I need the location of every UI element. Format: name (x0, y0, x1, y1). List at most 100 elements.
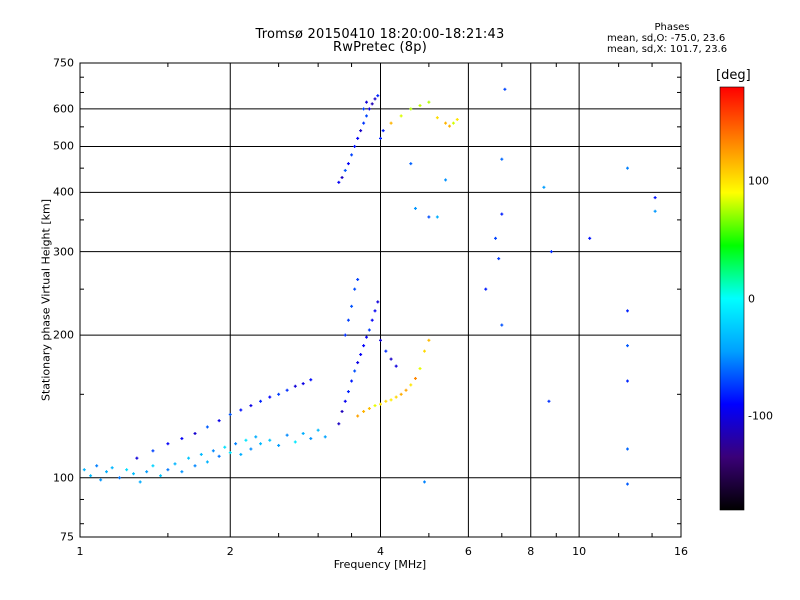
data-point (228, 412, 232, 416)
data-point (199, 452, 203, 456)
data-point (205, 425, 209, 429)
data-point (285, 388, 289, 392)
data-point (409, 107, 413, 111)
data-point (350, 304, 354, 308)
data-point (337, 422, 341, 426)
data-point (549, 250, 553, 254)
data-point (547, 399, 551, 403)
data-point (259, 442, 263, 446)
y-axis-label: Stationary phase Virtual Height [km] (39, 198, 53, 402)
data-point (435, 116, 439, 120)
data-point (159, 474, 163, 478)
data-point (104, 470, 108, 474)
data-point (293, 440, 297, 444)
data-point (254, 435, 258, 439)
data-point (340, 176, 344, 180)
data-point (234, 442, 238, 446)
data-point (217, 454, 221, 458)
data-point (268, 438, 272, 442)
data-point (418, 367, 422, 371)
data-point (376, 94, 380, 98)
data-point (448, 124, 452, 128)
data-point (268, 395, 272, 399)
data-point (409, 383, 413, 387)
data-point (193, 464, 197, 468)
data-point (244, 438, 248, 442)
data-point (365, 114, 369, 118)
data-point (187, 456, 191, 460)
colorbar-tick-label: 0 (748, 292, 755, 305)
data-point (653, 209, 657, 213)
data-point (362, 121, 366, 125)
data-point (444, 178, 448, 182)
x-axis-label: Frequency [MHz] (333, 558, 427, 571)
data-point (625, 309, 629, 313)
data-point (625, 447, 629, 451)
data-point (277, 443, 281, 447)
data-point (413, 206, 417, 210)
data-point (346, 318, 350, 322)
data-point (389, 398, 393, 402)
data-point (151, 449, 155, 453)
data-point (653, 196, 657, 200)
data-point (166, 442, 170, 446)
phases-x-stats: mean, sd,X: 101.7, 23.6 (607, 44, 728, 55)
data-point (285, 433, 289, 437)
data-point (309, 437, 313, 441)
data-point (625, 344, 629, 348)
data-point (249, 447, 253, 451)
y-tick-label: 400 (53, 185, 74, 199)
data-point (173, 462, 177, 466)
data-point (316, 428, 320, 432)
data-point (625, 166, 629, 170)
data-point (365, 100, 369, 104)
x-tick-label: 1 (76, 545, 84, 558)
colorbar (719, 86, 745, 511)
data-point (205, 460, 209, 464)
colorbar-tick-label: 100 (748, 174, 769, 188)
data-point (451, 121, 455, 125)
data-point (343, 168, 347, 172)
y-tick-label: 750 (53, 56, 74, 70)
data-point (343, 333, 347, 337)
data-point (180, 437, 184, 441)
data-point (95, 464, 99, 468)
data-point (588, 236, 592, 240)
data-point (379, 136, 382, 140)
data-point (138, 480, 142, 484)
data-point (362, 409, 366, 413)
data-point (399, 392, 403, 396)
phases-o-stats: mean, sd,O: -75.0, 23.6 (607, 33, 726, 44)
data-point (211, 449, 215, 453)
data-point (427, 215, 431, 219)
data-point (384, 399, 388, 403)
data-point (110, 466, 114, 470)
data-point (367, 407, 371, 411)
data-point (376, 300, 380, 304)
data-point (389, 357, 393, 361)
data-point (625, 482, 629, 486)
plot-frame (79, 62, 682, 538)
data-point (373, 97, 377, 101)
data-point (542, 185, 546, 189)
data-point (350, 153, 354, 157)
x-tick-label: 4 (377, 545, 384, 558)
data-point (217, 419, 221, 423)
data-point (427, 338, 431, 342)
data-point (404, 388, 408, 392)
y-tick-label: 600 (53, 102, 74, 116)
data-point (359, 129, 363, 133)
data-point (444, 121, 448, 125)
data-point (277, 392, 281, 396)
data-point (381, 129, 385, 133)
data-point (373, 309, 377, 313)
data-point (145, 470, 149, 474)
colorbar-unit-label: [deg] (716, 68, 751, 83)
data-point (223, 445, 227, 449)
data-point (259, 399, 263, 403)
data-point (394, 395, 398, 399)
data-point (356, 414, 360, 418)
data-point (239, 408, 243, 412)
data-point (362, 107, 366, 111)
